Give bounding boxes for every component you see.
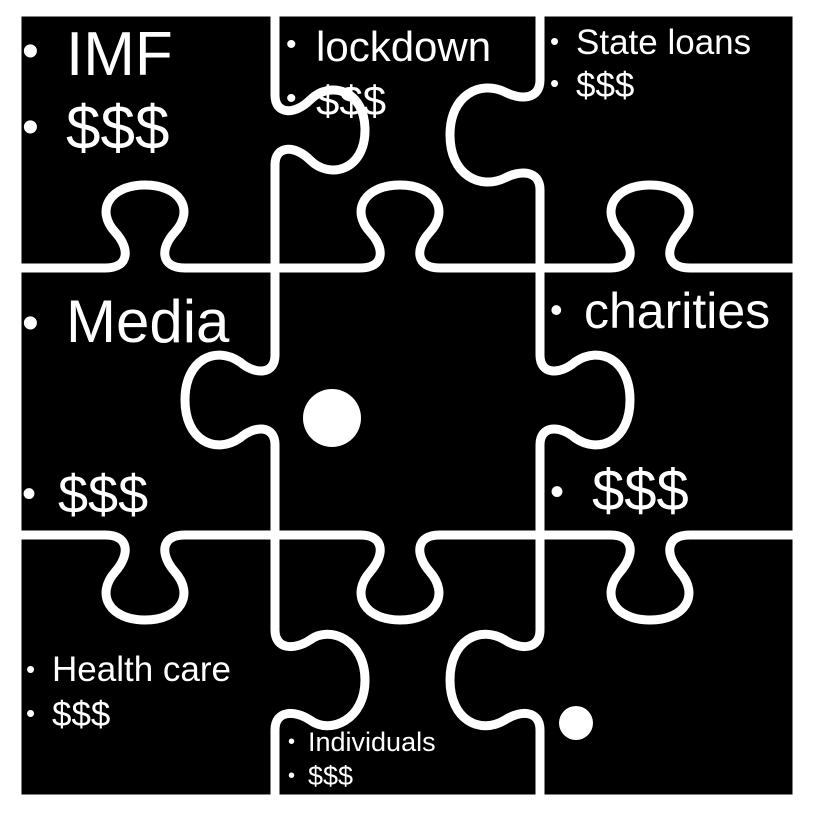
seam-row-2 xyxy=(12,530,802,625)
state-loans-label-bullet: • xyxy=(550,26,560,56)
individuals-amount-bullet: • xyxy=(288,765,296,787)
health-care-label: Health care xyxy=(52,650,231,689)
lockdown-amount-bullet: • xyxy=(286,82,297,115)
media-amount-bullet: • xyxy=(22,472,37,516)
lockdown-label-bullet: • xyxy=(286,28,297,61)
corner-dot xyxy=(559,706,593,740)
imf-amount: $$$ xyxy=(66,94,170,163)
imf-label-bullet: • xyxy=(22,25,39,78)
lockdown-label: lockdown xyxy=(316,23,492,70)
imf-label: IMF xyxy=(66,20,173,89)
charities-amount: $$$ xyxy=(592,458,689,523)
seam-col-1 xyxy=(180,7,370,804)
imf-amount-bullet: • xyxy=(22,101,39,154)
media-label-bullet: • xyxy=(22,297,39,350)
individuals-label-bullet: • xyxy=(288,731,296,753)
puzzle-frame xyxy=(12,7,802,804)
charities-label-bullet: • xyxy=(550,289,563,330)
media-amount: $$$ xyxy=(58,465,149,525)
charities-label: charities xyxy=(584,283,771,339)
individuals-amount: $$$ xyxy=(308,761,354,791)
lockdown-amount: $$$ xyxy=(316,77,387,124)
charities-amount-bullet: • xyxy=(550,470,565,514)
puzzle-background xyxy=(17,12,797,799)
health-care-amount: $$$ xyxy=(52,695,111,734)
state-loans-amount-bullet: • xyxy=(550,68,560,98)
state-loans-label: State loans xyxy=(576,23,752,62)
state-loans-amount: $$$ xyxy=(576,66,635,105)
health-care-label-bullet: • xyxy=(26,654,36,684)
health-care-amount-bullet: • xyxy=(26,698,36,728)
individuals-label: Individuals xyxy=(308,727,436,757)
seam-row-1 xyxy=(12,180,802,273)
media-label: Media xyxy=(66,288,230,355)
center-dot xyxy=(303,389,361,447)
seam-col-2 xyxy=(445,7,635,804)
